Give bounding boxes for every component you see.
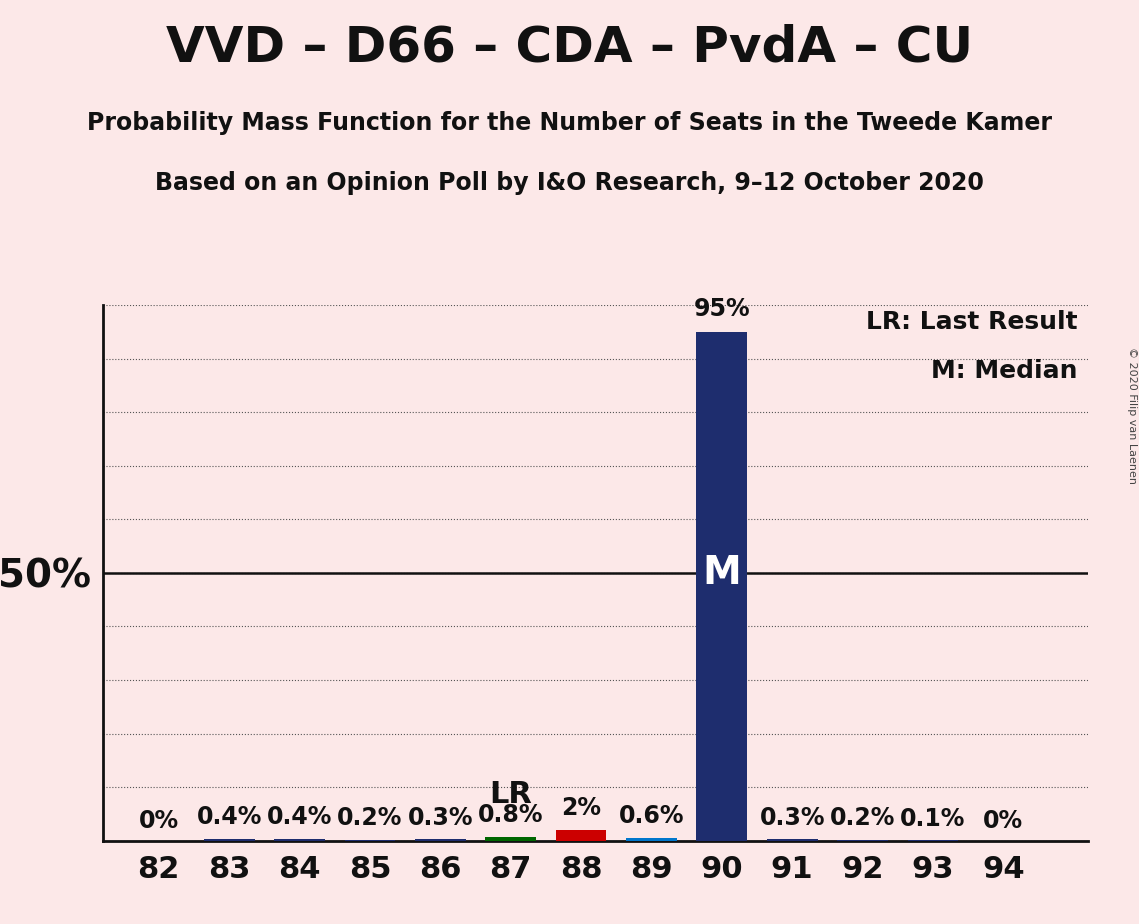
Text: © 2020 Filip van Laenen: © 2020 Filip van Laenen <box>1126 347 1137 484</box>
Bar <box>837 840 888 841</box>
Text: 0.2%: 0.2% <box>337 806 402 830</box>
Text: VVD – D66 – CDA – PvdA – CU: VVD – D66 – CDA – PvdA – CU <box>166 23 973 71</box>
Text: 0.3%: 0.3% <box>408 806 473 830</box>
Text: 0.8%: 0.8% <box>478 803 543 827</box>
Text: Probability Mass Function for the Number of Seats in the Tweede Kamer: Probability Mass Function for the Number… <box>87 111 1052 135</box>
Bar <box>204 839 254 841</box>
Text: 0%: 0% <box>983 808 1023 833</box>
Text: 0.3%: 0.3% <box>760 806 825 830</box>
Text: 0.4%: 0.4% <box>267 805 333 829</box>
Bar <box>556 830 606 841</box>
Bar <box>767 839 818 841</box>
Bar <box>485 836 536 841</box>
Text: 0.4%: 0.4% <box>197 805 262 829</box>
Text: 2%: 2% <box>562 796 601 821</box>
Bar <box>696 332 747 841</box>
Text: 0.6%: 0.6% <box>618 804 685 828</box>
Text: LR: LR <box>490 780 532 808</box>
Text: Based on an Opinion Poll by I&O Research, 9–12 October 2020: Based on an Opinion Poll by I&O Research… <box>155 171 984 195</box>
Bar <box>626 838 677 841</box>
Text: 0%: 0% <box>139 808 179 833</box>
Text: M: M <box>703 553 741 592</box>
Bar <box>415 839 466 841</box>
Text: M: Median: M: Median <box>932 359 1077 383</box>
Bar <box>274 839 325 841</box>
Text: 0.2%: 0.2% <box>830 806 895 830</box>
Text: LR: Last Result: LR: Last Result <box>867 310 1077 334</box>
Text: 95%: 95% <box>694 297 751 321</box>
Bar <box>345 840 395 841</box>
Text: 0.1%: 0.1% <box>900 807 966 831</box>
